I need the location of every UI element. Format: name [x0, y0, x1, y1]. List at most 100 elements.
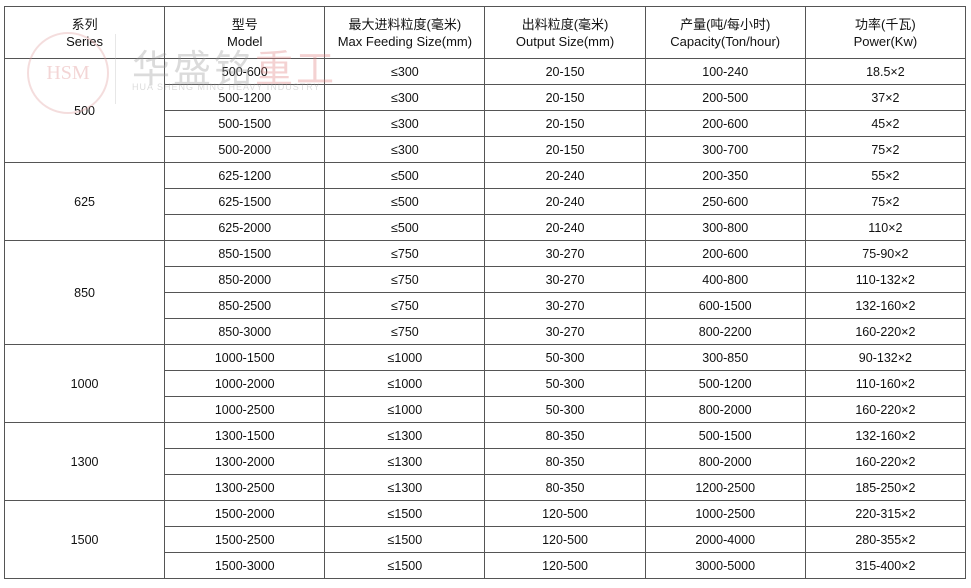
- model-cell: 1300-2500: [164, 474, 326, 501]
- feed-size-cell: ≤300: [324, 136, 486, 163]
- table-row: 1000 1000-1500 ≤1000 50-300 300-850 90-132×2: [3, 344, 967, 423]
- header-row: 系列 Series 型号 Model 最大进料粒度(毫米) Max Feeding Siz…: [3, 6, 967, 59]
- power-cell: 90-132×2: [804, 344, 967, 371]
- table-row: 1500-2500 ≤1500 120-500 2000-4000 280-355×2: [5, 526, 967, 553]
- model-cell: 500-2000: [164, 136, 326, 163]
- capacity-cell: 500-1500: [644, 422, 806, 449]
- column-header: 出料粒度(毫米) Output Size(mm): [484, 6, 646, 59]
- capacity-cell: 300-800: [644, 214, 806, 241]
- model-cell: 625-1500: [164, 188, 326, 215]
- power-cell: 110×2: [804, 214, 967, 241]
- power-cell: 18.5×2: [804, 58, 967, 85]
- capacity-cell: 200-600: [644, 240, 806, 267]
- power-cell: 75×2: [804, 188, 967, 215]
- output-size-cell: 30-270: [484, 292, 646, 319]
- capacity-cell: 200-600: [644, 110, 806, 137]
- output-size-cell: 50-300: [484, 370, 646, 397]
- model-cell: 500-1200: [164, 84, 326, 111]
- model-cell: 1300-1500: [164, 422, 326, 449]
- feed-size-cell: ≤1000: [324, 344, 486, 371]
- feed-size-cell: ≤1500: [324, 500, 486, 527]
- capacity-cell: 800-2200: [644, 318, 806, 345]
- table-row: 500-1200 ≤300 20-150 200-500 37×2: [5, 84, 967, 111]
- series-cell: 500: [3, 58, 166, 163]
- table-row: 1300-2500 ≤1300 80-350 1200-2500 185-250×2: [5, 474, 967, 501]
- power-cell: 110-160×2: [804, 370, 967, 397]
- output-size-cell: 120-500: [484, 552, 646, 579]
- power-cell: 280-355×2: [804, 526, 967, 553]
- power-cell: 160-220×2: [804, 396, 967, 423]
- feed-size-cell: ≤1300: [324, 474, 486, 501]
- table-row: 1300-2000 ≤1300 80-350 800-2000 160-220×2: [5, 448, 967, 475]
- feed-size-cell: ≤500: [324, 188, 486, 215]
- model-cell: 625-2000: [164, 214, 326, 241]
- table-row: 500-2000 ≤300 20-150 300-700 75×2: [5, 136, 967, 163]
- output-size-cell: 20-150: [484, 110, 646, 137]
- capacity-cell: 2000-4000: [644, 526, 806, 553]
- model-cell: 1000-2500: [164, 396, 326, 423]
- capacity-cell: 100-240: [644, 58, 806, 85]
- output-size-cell: 20-150: [484, 84, 646, 111]
- table-row: 1500-3000 ≤1500 120-500 3000-5000 315-400×2: [5, 552, 967, 579]
- table-row: 850 850-1500 ≤750 30-270 200-600 75-90×2: [3, 240, 967, 345]
- output-size-cell: 20-150: [484, 58, 646, 85]
- model-cell: 850-2500: [164, 292, 326, 319]
- feed-size-cell: ≤750: [324, 266, 486, 293]
- output-size-cell: 20-240: [484, 188, 646, 215]
- capacity-cell: 600-1500: [644, 292, 806, 319]
- feed-size-cell: ≤1000: [324, 396, 486, 423]
- spec-table: 系列 Series 型号 Model 最大进料粒度(毫米) Max Feeding Siz…: [3, 6, 967, 579]
- feed-size-cell: ≤1300: [324, 448, 486, 475]
- model-cell: 1000-1500: [164, 344, 326, 371]
- output-size-cell: 80-350: [484, 474, 646, 501]
- capacity-cell: 400-800: [644, 266, 806, 293]
- feed-size-cell: ≤500: [324, 214, 486, 241]
- column-header: 产量(吨/每小时) Capacity(Ton/hour): [644, 6, 806, 59]
- output-size-cell: 20-240: [484, 214, 646, 241]
- model-cell: 1500-3000: [164, 552, 326, 579]
- table-row: 625-2000 ≤500 20-240 300-800 110×2: [5, 214, 967, 241]
- output-size-cell: 20-150: [484, 136, 646, 163]
- capacity-cell: 300-700: [644, 136, 806, 163]
- power-cell: 75×2: [804, 136, 967, 163]
- output-size-cell: 50-300: [484, 344, 646, 371]
- table-row: 625-1500 ≤500 20-240 250-600 75×2: [5, 188, 967, 215]
- power-cell: 220-315×2: [804, 500, 967, 527]
- feed-size-cell: ≤750: [324, 240, 486, 267]
- table-row: 500 500-600 ≤300 20-150 100-240 18.5×2: [3, 58, 967, 163]
- series-cell: 1500: [3, 500, 166, 579]
- model-cell: 500-600: [164, 58, 326, 85]
- feed-size-cell: ≤500: [324, 162, 486, 189]
- model-cell: 625-1200: [164, 162, 326, 189]
- table-row: 1000-2500 ≤1000 50-300 800-2000 160-220×2: [5, 396, 967, 423]
- power-cell: 132-160×2: [804, 422, 967, 449]
- output-size-cell: 30-270: [484, 318, 646, 345]
- capacity-cell: 1200-2500: [644, 474, 806, 501]
- table-row: 1300 1300-1500 ≤1300 80-350 500-1500 132-160×…: [3, 422, 967, 501]
- model-cell: 1500-2500: [164, 526, 326, 553]
- feed-size-cell: ≤1500: [324, 552, 486, 579]
- series-cell: 850: [3, 240, 166, 345]
- output-size-cell: 50-300: [484, 396, 646, 423]
- capacity-cell: 200-500: [644, 84, 806, 111]
- power-cell: 185-250×2: [804, 474, 967, 501]
- power-cell: 315-400×2: [804, 552, 967, 579]
- feed-size-cell: ≤300: [324, 84, 486, 111]
- feed-size-cell: ≤300: [324, 110, 486, 137]
- series-cell: 1300: [3, 422, 166, 501]
- capacity-cell: 3000-5000: [644, 552, 806, 579]
- power-cell: 75-90×2: [804, 240, 967, 267]
- column-header: 最大进料粒度(毫米) Max Feeding Size(mm): [324, 6, 486, 59]
- capacity-cell: 250-600: [644, 188, 806, 215]
- power-cell: 45×2: [804, 110, 967, 137]
- output-size-cell: 120-500: [484, 500, 646, 527]
- column-header: 型号 Model: [164, 6, 326, 59]
- model-cell: 500-1500: [164, 110, 326, 137]
- feed-size-cell: ≤1000: [324, 370, 486, 397]
- capacity-cell: 1000-2500: [644, 500, 806, 527]
- capacity-cell: 300-850: [644, 344, 806, 371]
- model-cell: 1500-2000: [164, 500, 326, 527]
- output-size-cell: 30-270: [484, 266, 646, 293]
- model-cell: 850-1500: [164, 240, 326, 267]
- capacity-cell: 800-2000: [644, 396, 806, 423]
